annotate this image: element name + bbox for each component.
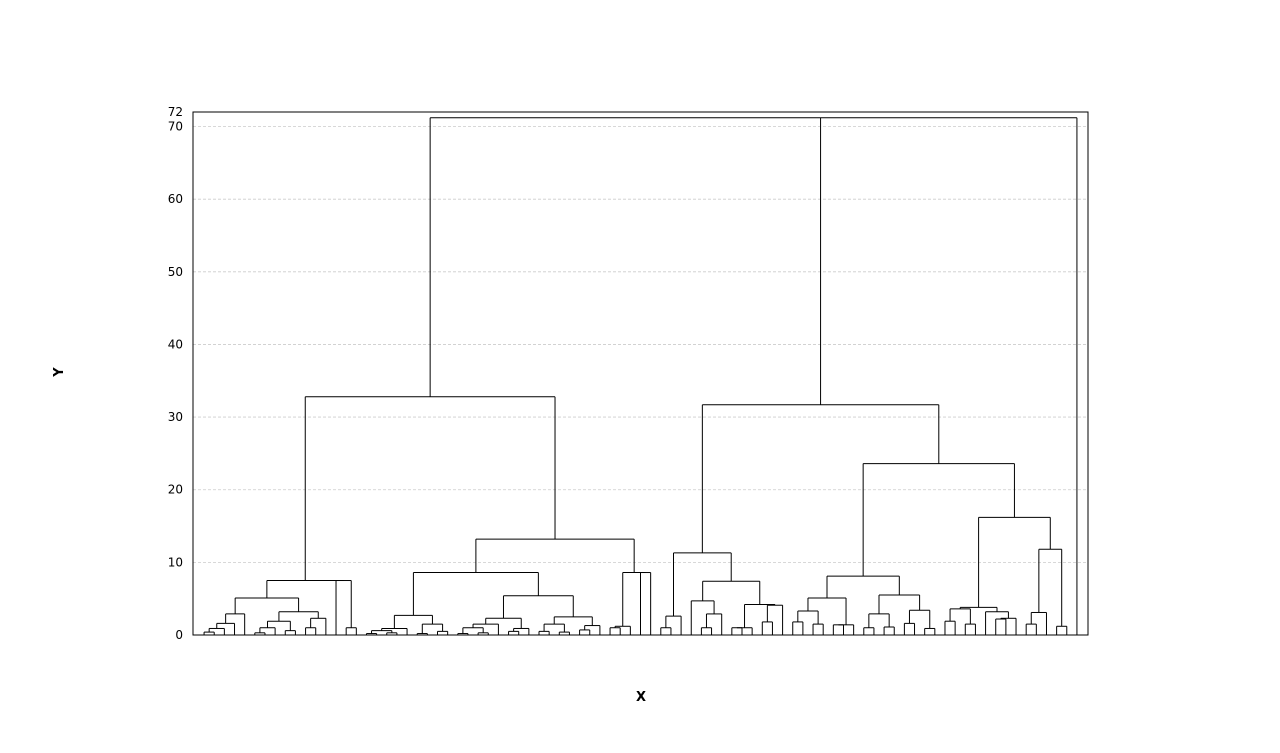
- y-tick-label: 60: [168, 192, 183, 206]
- y-tick-label: 40: [168, 337, 183, 351]
- grid-layer: [193, 126, 1088, 563]
- y-tick-label: 30: [168, 410, 183, 424]
- x-axis-title: X: [636, 690, 646, 705]
- y-tick-label: 10: [168, 555, 183, 569]
- y-tick-label: 70: [168, 120, 183, 134]
- y-tick-label: 20: [168, 483, 183, 497]
- dendrogram-tree: [203, 117, 1078, 635]
- y-tick-label: 0: [175, 628, 183, 642]
- y-tick-label: 72: [168, 105, 183, 119]
- plot-frame: [192, 111, 1089, 636]
- y-axis-title: Y: [52, 367, 67, 378]
- y-tick-label: 50: [168, 265, 183, 279]
